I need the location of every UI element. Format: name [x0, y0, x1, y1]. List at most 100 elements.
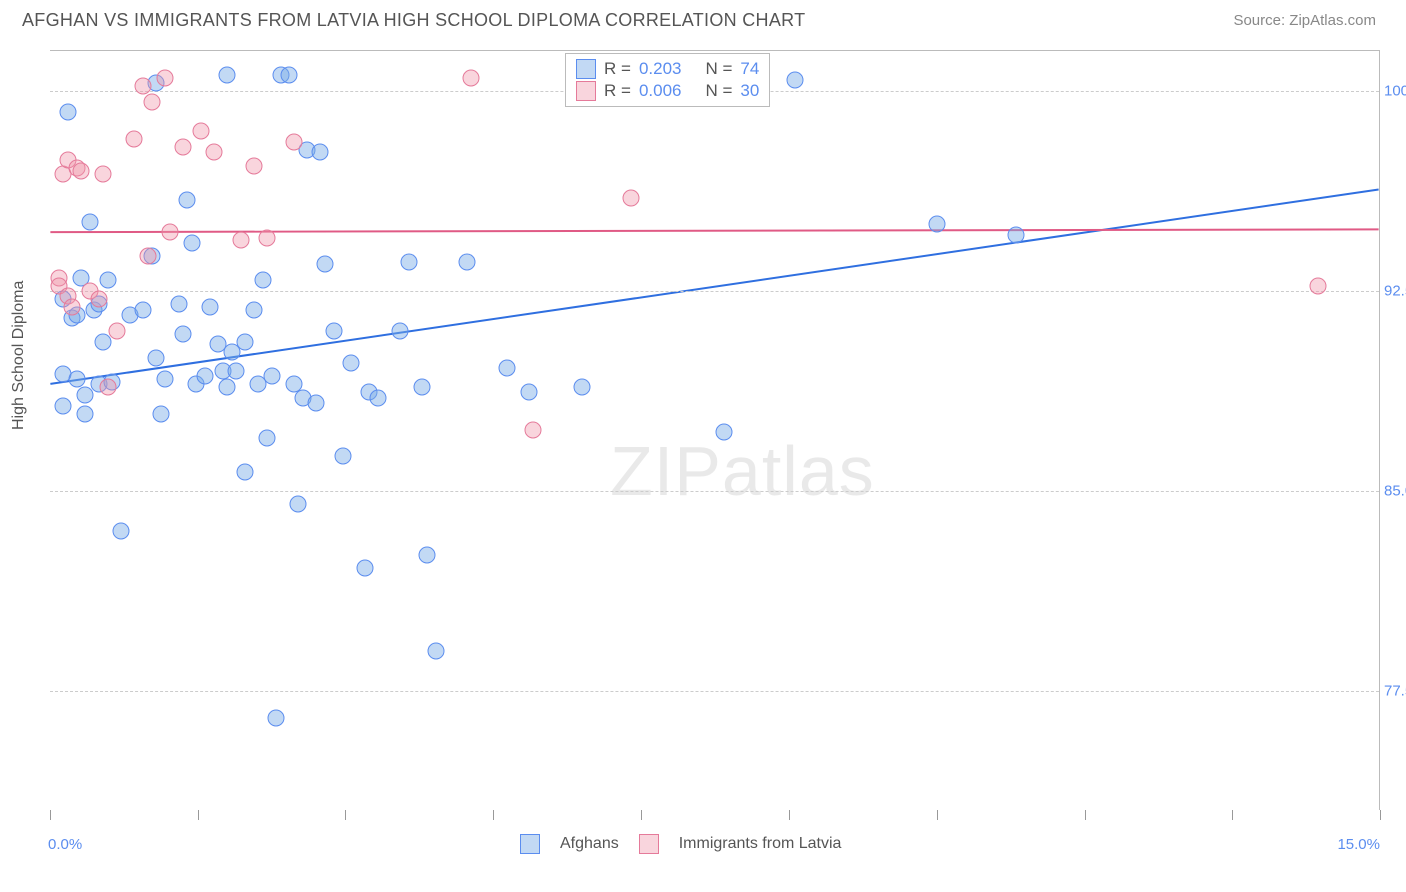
scatter-point: [95, 165, 112, 182]
scatter-point: [290, 496, 307, 513]
scatter-point: [392, 323, 409, 340]
x-tick: [345, 810, 346, 820]
scatter-point: [139, 248, 156, 265]
chart-title: AFGHAN VS IMMIGRANTS FROM LATVIA HIGH SC…: [22, 10, 805, 31]
scatter-point: [99, 272, 116, 289]
watermark: ZIPatlas: [610, 431, 875, 511]
stats-legend: R = 0.203 N = 74 R = 0.006 N = 30: [565, 53, 770, 107]
scatter-point: [157, 371, 174, 388]
scatter-point: [356, 560, 373, 577]
legend-label: Immigrants from Latvia: [679, 835, 842, 853]
scatter-point: [525, 421, 542, 438]
trend-line: [50, 189, 1378, 383]
watermark-thin: atlas: [722, 432, 875, 510]
scatter-point: [219, 67, 236, 84]
gridline-h: [50, 291, 1379, 292]
n-value: 74: [740, 59, 759, 79]
r-value: 0.203: [639, 59, 682, 79]
n-label: N =: [705, 59, 732, 79]
scatter-point: [108, 323, 125, 340]
y-axis-label: High School Diploma: [10, 281, 28, 430]
scatter-point: [55, 397, 72, 414]
source-label: Source: ZipAtlas.com: [1233, 12, 1376, 29]
scatter-point: [143, 93, 160, 110]
scatter-point: [126, 131, 143, 148]
x-tick: [1085, 810, 1086, 820]
n-value: 30: [740, 81, 759, 101]
watermark-bold: ZIP: [610, 432, 722, 510]
scatter-point: [197, 368, 214, 385]
scatter-point: [90, 291, 107, 308]
scatter-point: [281, 67, 298, 84]
scatter-point: [370, 389, 387, 406]
x-axis: [50, 810, 1380, 811]
x-axis-end-label: 15.0%: [1337, 836, 1380, 853]
r-label: R =: [604, 59, 631, 79]
scatter-point: [152, 405, 169, 422]
scatter-point: [161, 224, 178, 241]
scatter-point: [343, 355, 360, 372]
scatter-point: [73, 163, 90, 180]
scatter-point: [463, 69, 480, 86]
y-tick-label: 77.5%: [1384, 683, 1406, 700]
x-axis-start-label: 0.0%: [48, 836, 82, 853]
gridline-h: [50, 491, 1379, 492]
r-value: 0.006: [639, 81, 682, 101]
scatter-point: [81, 213, 98, 230]
bottom-legend: Afghans Immigrants from Latvia: [520, 834, 841, 854]
scatter-point: [259, 429, 276, 446]
scatter-point: [498, 360, 515, 377]
x-tick: [493, 810, 494, 820]
scatter-point: [77, 405, 94, 422]
x-tick: [1380, 810, 1381, 820]
scatter-point: [458, 253, 475, 270]
scatter-point: [259, 229, 276, 246]
x-tick: [198, 810, 199, 820]
scatter-point: [268, 709, 285, 726]
scatter-point: [175, 139, 192, 156]
scatter-point: [170, 296, 187, 313]
gridline-h: [50, 691, 1379, 692]
scatter-point: [574, 379, 591, 396]
y-tick-label: 85.0%: [1384, 483, 1406, 500]
scatter-point: [175, 325, 192, 342]
scatter-point: [786, 72, 803, 89]
scatter-point: [520, 384, 537, 401]
scatter-point: [201, 299, 218, 316]
scatter-point: [237, 333, 254, 350]
legend-swatch: [576, 59, 596, 79]
x-tick: [1232, 810, 1233, 820]
scatter-point: [334, 448, 351, 465]
scatter-point: [245, 157, 262, 174]
scatter-point: [183, 235, 200, 252]
scatter-point: [285, 133, 302, 150]
scatter-point: [325, 323, 342, 340]
scatter-point: [1008, 227, 1025, 244]
scatter-point: [418, 547, 435, 564]
legend-label: Afghans: [560, 835, 619, 853]
scatter-point: [68, 371, 85, 388]
scatter-point: [715, 424, 732, 441]
x-tick: [50, 810, 51, 820]
scatter-point: [148, 349, 165, 366]
x-tick: [937, 810, 938, 820]
scatter-point: [228, 363, 245, 380]
scatter-point: [59, 104, 76, 121]
scatter-point: [219, 379, 236, 396]
scatter-point: [312, 144, 329, 161]
scatter-point: [192, 123, 209, 140]
scatter-point: [64, 299, 81, 316]
scatter-point: [206, 144, 223, 161]
scatter-point: [245, 301, 262, 318]
x-tick: [641, 810, 642, 820]
r-label: R =: [604, 81, 631, 101]
n-label: N =: [705, 81, 732, 101]
scatter-point: [232, 232, 249, 249]
scatter-point: [135, 301, 152, 318]
y-tick-label: 92.5%: [1384, 283, 1406, 300]
stats-legend-row: R = 0.203 N = 74: [576, 58, 759, 80]
legend-swatch: [520, 834, 540, 854]
y-tick-label: 100.0%: [1384, 83, 1406, 100]
scatter-point: [414, 379, 431, 396]
scatter-point: [112, 523, 129, 540]
